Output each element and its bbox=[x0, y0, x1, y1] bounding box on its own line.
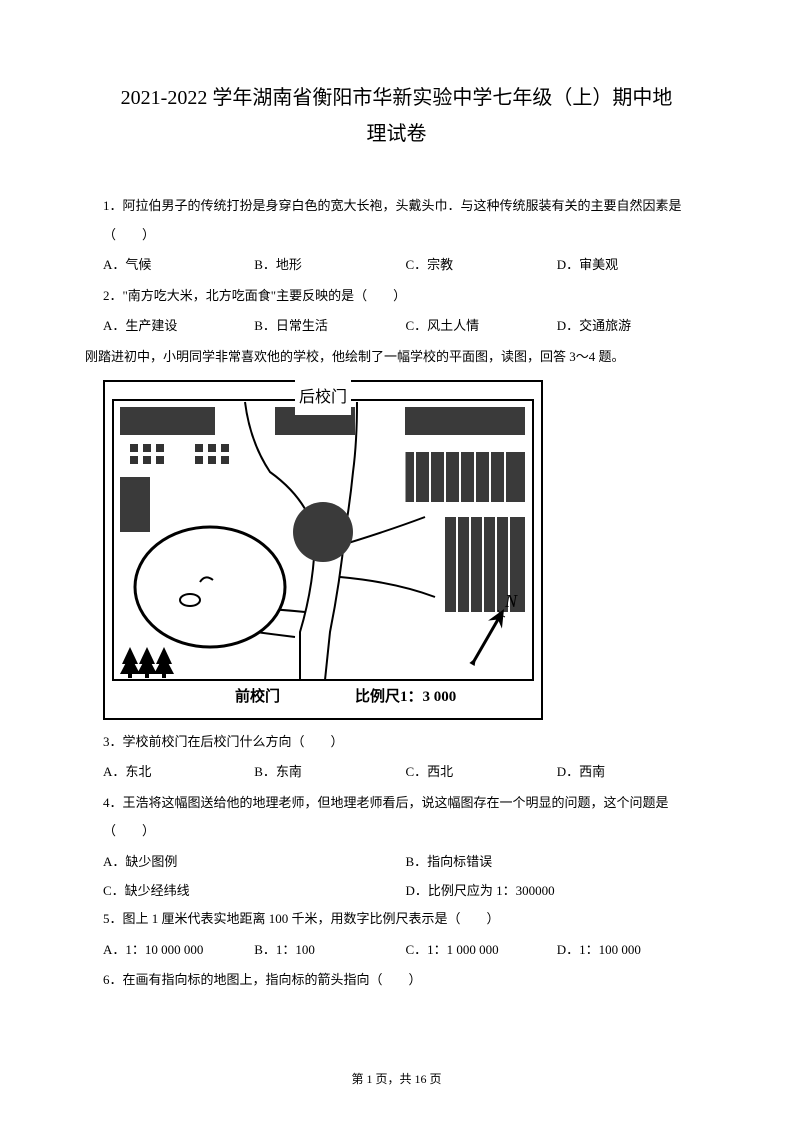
intro-3-4: 刚踏进初中，小明同学非常喜欢他的学校，他绘制了一幅学校的平面图，读图，回答 3～… bbox=[85, 343, 708, 372]
q2-option-b: B．日常生活 bbox=[254, 312, 405, 341]
q5-option-b: B．1：100 bbox=[254, 936, 405, 965]
school-map: 后校门 bbox=[103, 380, 543, 720]
q1-option-c: C．宗教 bbox=[406, 251, 557, 280]
q2-option-c: C．风土人情 bbox=[406, 312, 557, 341]
q3-option-b: B．东南 bbox=[254, 758, 405, 787]
q3-option-d: D．西南 bbox=[557, 758, 708, 787]
question-6: 6．在画有指向标的地图上，指向标的箭头指向（ ） bbox=[103, 966, 708, 995]
q5-option-c: C．1：1 000 000 bbox=[406, 936, 557, 965]
scale-label: 比例尺1：3 000 bbox=[355, 681, 456, 714]
q3-option-a: A．东北 bbox=[103, 758, 254, 787]
title-line-1: 2021-2022 学年湖南省衡阳市华新实验中学七年级（上）期中地 bbox=[85, 80, 708, 116]
question-1: 1．阿拉伯男子的传统打扮是身穿白色的宽大长袍，头戴头巾．与这种传统服装有关的主要… bbox=[103, 192, 708, 249]
title-line-2: 理试卷 bbox=[85, 116, 708, 152]
question-2: 2．"南方吃大米，北方吃面食"主要反映的是（ ） bbox=[103, 282, 708, 311]
q1-option-b: B．地形 bbox=[254, 251, 405, 280]
q4-option-c: C．缺少经纬线 bbox=[103, 877, 406, 906]
q1-option-a: A．气候 bbox=[103, 251, 254, 280]
q2-option-d: D．交通旅游 bbox=[557, 312, 708, 341]
q3-option-c: C．西北 bbox=[406, 758, 557, 787]
q1-option-d: D．审美观 bbox=[557, 251, 708, 280]
q5-option-a: A．1：10 000 000 bbox=[103, 936, 254, 965]
q3-options: A．东北 B．东南 C．西北 D．西南 bbox=[103, 758, 708, 787]
exam-title: 2021-2022 学年湖南省衡阳市华新实验中学七年级（上）期中地 理试卷 bbox=[85, 80, 708, 152]
q2-options: A．生产建设 B．日常生活 C．风土人情 D．交通旅游 bbox=[103, 312, 708, 341]
front-gate-label: 前校门 bbox=[235, 681, 280, 714]
svg-text:N: N bbox=[504, 591, 518, 611]
q1-options: A．气候 B．地形 C．宗教 D．审美观 bbox=[103, 251, 708, 280]
question-4: 4．王浩将这幅图送给他的地理老师，但地理老师看后，说这幅图存在一个明显的问题，这… bbox=[103, 789, 708, 846]
page-footer: 第 1 页，共 16 页 bbox=[0, 1070, 793, 1087]
q4-options: A．缺少图例 B．指向标错误 C．缺少经纬线 D．比例尺应为 1：300000 bbox=[103, 848, 708, 905]
q5-options: A．1：10 000 000 B．1：100 C．1：1 000 000 D．1… bbox=[103, 936, 708, 965]
back-gate-label: 后校门 bbox=[295, 380, 351, 415]
q4-option-d: D．比例尺应为 1：300000 bbox=[406, 877, 709, 906]
question-5: 5．图上 1 厘米代表实地距离 100 千米，用数字比例尺表示是（ ） bbox=[103, 905, 708, 934]
q5-option-d: D．1：100 000 bbox=[557, 936, 708, 965]
q4-option-b: B．指向标错误 bbox=[406, 848, 709, 877]
map-svg: N bbox=[105, 382, 541, 718]
q2-option-a: A．生产建设 bbox=[103, 312, 254, 341]
question-3: 3．学校前校门在后校门什么方向（ ） bbox=[103, 728, 708, 757]
exam-content: 1．阿拉伯男子的传统打扮是身穿白色的宽大长袍，头戴头巾．与这种传统服装有关的主要… bbox=[85, 192, 708, 995]
q4-option-a: A．缺少图例 bbox=[103, 848, 406, 877]
